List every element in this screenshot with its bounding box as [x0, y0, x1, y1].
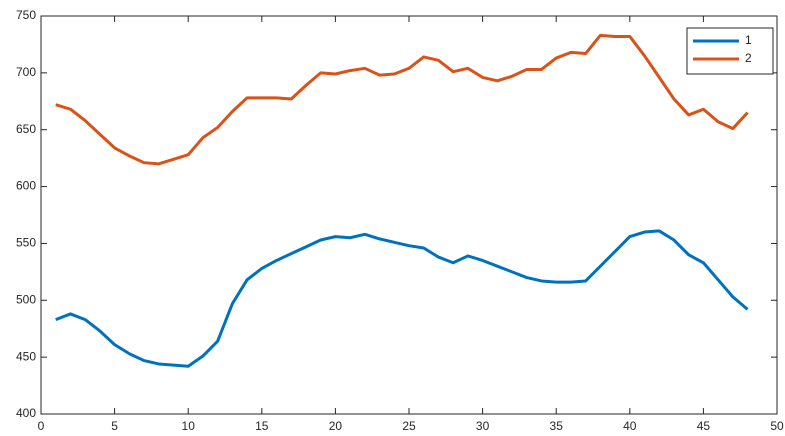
- plot-area: [40, 15, 778, 415]
- y-tick-label: 600: [16, 179, 36, 193]
- x-tick-label: 50: [770, 419, 784, 433]
- x-tick-label: 0: [38, 419, 45, 433]
- y-tick-label: 550: [16, 236, 36, 250]
- x-tick-label: 35: [550, 419, 564, 433]
- y-tick-label: 650: [16, 122, 36, 136]
- x-tick-label: 45: [697, 419, 711, 433]
- y-tick-label: 750: [16, 8, 36, 22]
- y-tick-label: 400: [16, 406, 36, 420]
- legend-label: 1: [745, 33, 752, 47]
- legend-box: [686, 27, 774, 75]
- x-tick-label: 10: [182, 419, 196, 433]
- y-tick-label: 450: [16, 349, 36, 363]
- x-tick-label: 20: [329, 419, 343, 433]
- y-tick-label: 500: [16, 292, 36, 306]
- x-tick-label: 15: [255, 419, 269, 433]
- x-tick-label: 40: [623, 419, 637, 433]
- data-line: [55, 229, 749, 368]
- x-tick-label: 25: [402, 419, 416, 433]
- legend-label: 2: [745, 51, 752, 65]
- x-tick-label: 5: [111, 419, 118, 433]
- x-tick-label: 30: [476, 419, 490, 433]
- data-line: [55, 33, 749, 166]
- y-tick-label: 700: [16, 65, 36, 79]
